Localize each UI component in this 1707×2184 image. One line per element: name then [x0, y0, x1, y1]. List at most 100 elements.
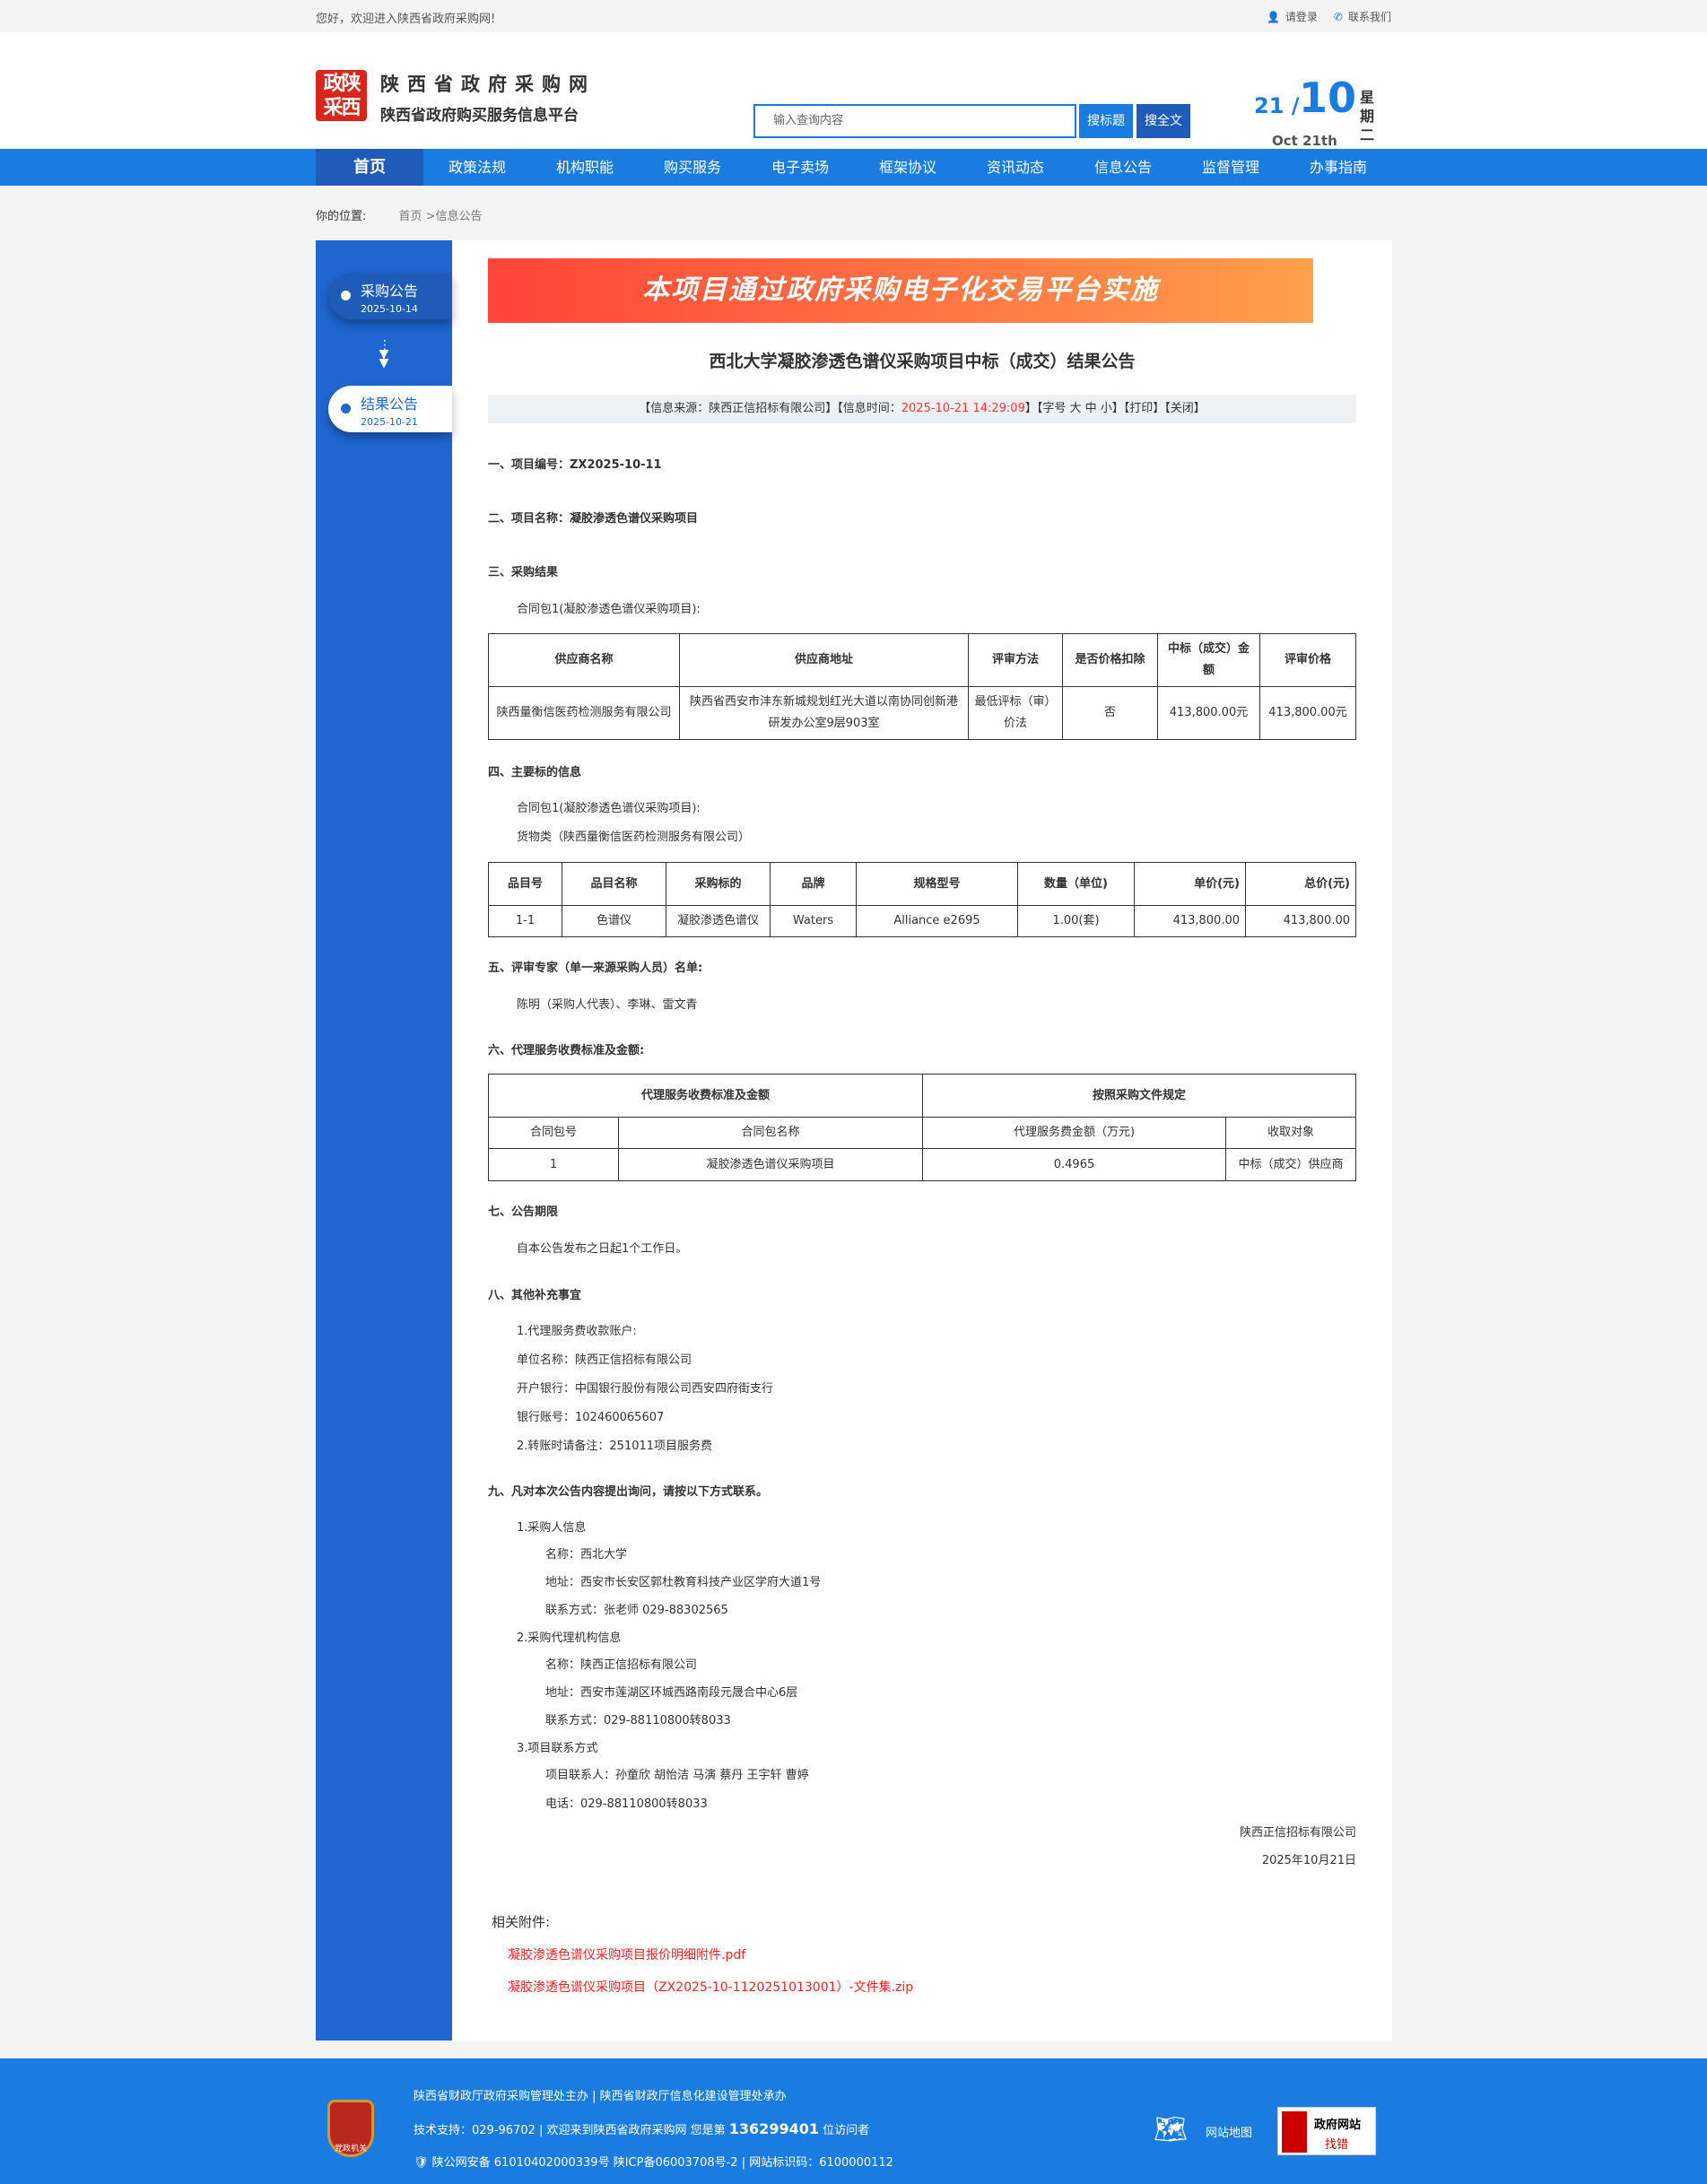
nav-framework[interactable]: 框架协议 — [878, 159, 936, 176]
footer-registration[interactable]: 陕公网安备 61010402000339号 陕ICP备06003708号-2 |… — [431, 2156, 893, 2170]
td: 413,800.00元 — [1259, 686, 1356, 740]
text-line: 银行账号：102460065607 — [517, 1411, 665, 1424]
signature-company: 陕西正信招标有限公司 — [1239, 1826, 1356, 1840]
table-row: 1 凝胶渗透色谱仪采购项目 0.4965 中标（成交）供应商 — [488, 1148, 1356, 1181]
footer-support: 技术支持：029-96702 | 欢迎来到陕西省政府采购网 您是第 — [414, 2124, 729, 2137]
site-logo[interactable]: 政陕 采西 — [316, 70, 367, 121]
td: 色谱仪 — [562, 905, 666, 937]
text-line: 开户银行：中国银行股份有限公司西安四府街支行 — [517, 1382, 774, 1396]
section-4: 四、主要标的信息 — [488, 766, 582, 779]
attachment-link-zip[interactable]: 凝胶渗透色谱仪采购项目（ZX2025-10-1120251013001）-文件集… — [508, 1980, 914, 1995]
nav-services[interactable]: 购买服务 — [663, 159, 721, 176]
td: 最低评标（审）价法 — [968, 686, 1063, 740]
items-table: 品目号 品目名称 采购标的 品牌 规格型号 数量（单位) 单价(元) 总价(元) 1-1 色谱仪… — [488, 862, 1356, 937]
timeline-item-procurement[interactable]: 采购公告 2025-10-14 — [328, 273, 452, 319]
table-row: 陕西量衡信医药检测服务有限公司 陕西省西安市沣东新城规划红光大道以南协同创新港研发… — [488, 686, 1356, 740]
nav-news[interactable]: 资讯动态 — [986, 159, 1044, 176]
timeline-date: 2025-10-21 — [361, 416, 418, 428]
magnifier-icon — [1282, 2111, 1307, 2153]
section-1: 一、项目编号：ZX2025-10-11 — [488, 458, 662, 472]
th: 中标（成交）金额 — [1157, 633, 1260, 687]
gov-site-label: 政府网站 — [1314, 2119, 1362, 2132]
footer-visitor-suffix: 位访问者 — [818, 2124, 870, 2137]
attachment-link-pdf[interactable]: 凝胶渗透色谱仪采购项目报价明细附件.pdf — [508, 1948, 746, 1962]
text-line: 3.项目联系方式 — [517, 1742, 598, 1755]
th: 供应商名称 — [488, 633, 680, 687]
footer: 党政机关 陕西省财政厅政府采购管理处主办 | 陕西省财政厅信息化建设管理处承办 … — [0, 2058, 1707, 2184]
nav-guide[interactable]: 办事指南 — [1309, 159, 1367, 176]
info-actions[interactable]: 】【字号 大 中 小】【打印】【关闭】 — [1024, 402, 1206, 415]
th: 评审方法 — [968, 633, 1063, 687]
police-emblem-icon: 🛡 — [414, 2156, 432, 2170]
sitemap-link[interactable]: 网站地图 — [1206, 2127, 1253, 2140]
breadcrumb-path[interactable]: 首页 >信息公告 — [398, 210, 483, 223]
td: Alliance e2695 — [856, 905, 1018, 937]
td: 凝胶渗透色谱仪 — [666, 905, 771, 937]
fee-table: 代理服务收费标准及金额 按照采购文件规定 合同包号 合同包名称 代理服务费金额（万元)… — [488, 1074, 1356, 1181]
find-error-label: 找错 — [1325, 2138, 1349, 2152]
visitor-count: 136299401 — [728, 2120, 819, 2137]
nav-agency[interactable]: 机构职能 — [555, 159, 614, 176]
search-input[interactable]: 输入查询内容 — [753, 104, 1076, 138]
nav-home[interactable]: 首页 — [316, 149, 423, 186]
main-nav: 首页 政策法规 机构职能 购买服务 电子卖场 框架协议 资讯动态 信息公告 监督… — [0, 149, 1707, 186]
platform-banner: 本项目通过政府采购电子化交易平台实施 — [488, 258, 1313, 323]
td: 413,800.00元 — [1157, 686, 1260, 740]
party-gov-badge-icon[interactable]: 党政机关 — [327, 2100, 374, 2157]
arrow-down-icon: ⋮ ▼ ▼ — [379, 338, 391, 370]
period-text: 自本公告发布之日起1个工作日。 — [517, 1242, 688, 1256]
section-2: 二、项目名称：凝胶渗透色谱仪采购项目 — [488, 512, 699, 526]
timeline-item-result[interactable]: 结果公告 2025-10-21 — [328, 386, 452, 432]
timeline-title: 结果公告 — [361, 396, 419, 413]
text-line: 单位名称：陕西正信招标有限公司 — [517, 1353, 692, 1367]
breadcrumb-label: 你的位置: — [316, 210, 367, 223]
section-5: 五、评审专家（单一来源采购人员）名单: — [488, 961, 703, 975]
info-bar: 【信息来源：陕西正信招标有限公司】【信息时间：2025-10-21 14:29:… — [488, 395, 1356, 423]
td: 413,800.00 — [1245, 905, 1356, 937]
th: 品目名称 — [562, 862, 666, 906]
th: 代理服务收费标准及金额 — [488, 1074, 923, 1118]
td: 否 — [1062, 686, 1158, 740]
weekday: 星期二 — [1360, 89, 1375, 144]
td: 0.4965 — [922, 1148, 1226, 1181]
text-line: 2.转账时请备注：251011项目服务费 — [517, 1440, 713, 1453]
nav-policy[interactable]: 政策法规 — [448, 159, 506, 176]
text-line: 项目联系人：孙童欣 胡怡洁 马演 蔡丹 王宇轩 曹婷 — [545, 1769, 809, 1782]
text-line: 2.采购代理机构信息 — [517, 1631, 622, 1645]
search-fulltext-button[interactable]: 搜全文 — [1137, 104, 1190, 138]
result-table: 供应商名称 供应商地址 评审方法 是否价格扣除 中标（成交）金额 评审价格 陕西量衡信医药… — [488, 633, 1356, 740]
user-icon: 👤 — [1266, 11, 1280, 23]
category-text: 货物类（陕西量衡信医药检测服务有限公司） — [517, 831, 751, 844]
phone-icon: ✆ — [1333, 11, 1343, 23]
td: Waters — [770, 905, 857, 937]
header: 政陕 采西 陕西省政府采购网 陕西省政府购买服务信息平台 输入查询内容 搜标题 搜… — [0, 32, 1707, 149]
td: 陕西量衡信医药检测服务有限公司 — [488, 686, 680, 740]
date-month: 10 — [1299, 74, 1357, 122]
td: 凝胶渗透色谱仪采购项目 — [618, 1148, 923, 1181]
signature-date: 2025年10月21日 — [1261, 1854, 1356, 1867]
text-line: 联系方式：张老师 029-88302565 — [545, 1604, 728, 1617]
search-title-button[interactable]: 搜标题 — [1079, 104, 1133, 138]
gov-site-error-button[interactable]: 政府网站 找错 — [1277, 2107, 1376, 2155]
section-8: 八、其他补充事宜 — [488, 1289, 582, 1302]
td: 413,800.00 — [1134, 905, 1246, 937]
text-line: 1.代理服务费收款账户: — [517, 1325, 637, 1338]
nav-supervision[interactable]: 监督管理 — [1201, 159, 1259, 176]
th: 品目号 — [488, 862, 562, 906]
login-link[interactable]: 👤 请登录 — [1267, 9, 1318, 24]
text-line: 名称：陕西正信招标有限公司 — [545, 1658, 698, 1672]
table-row: 1-1 色谱仪 凝胶渗透色谱仪 Waters Alliance e2695 1.00(套)… — [488, 905, 1356, 937]
text-line: 联系方式：029-88110800转8033 — [545, 1714, 731, 1727]
contact-link[interactable]: ✆ 联系我们 — [1334, 9, 1391, 24]
site-name: 陕西省政府采购网 — [380, 74, 596, 95]
section-3: 三、采购结果 — [488, 566, 559, 579]
td: 收取对象 — [1225, 1117, 1356, 1149]
date-day: 21 — [1254, 93, 1285, 118]
nav-emall[interactable]: 电子卖场 — [771, 159, 829, 176]
map-icon[interactable]: 🗺 — [1154, 2114, 1189, 2145]
td: 陕西省西安市沣东新城规划红光大道以南协同创新港研发办公室9层903室 — [679, 686, 969, 740]
th: 按照采购文件规定 — [922, 1074, 1356, 1118]
welcome-text: 您好，欢迎进入陕西省政府采购网! — [316, 13, 496, 26]
nav-notices[interactable]: 信息公告 — [1093, 159, 1152, 176]
package-text: 合同包1(凝胶渗透色谱仪采购项目): — [517, 603, 701, 616]
